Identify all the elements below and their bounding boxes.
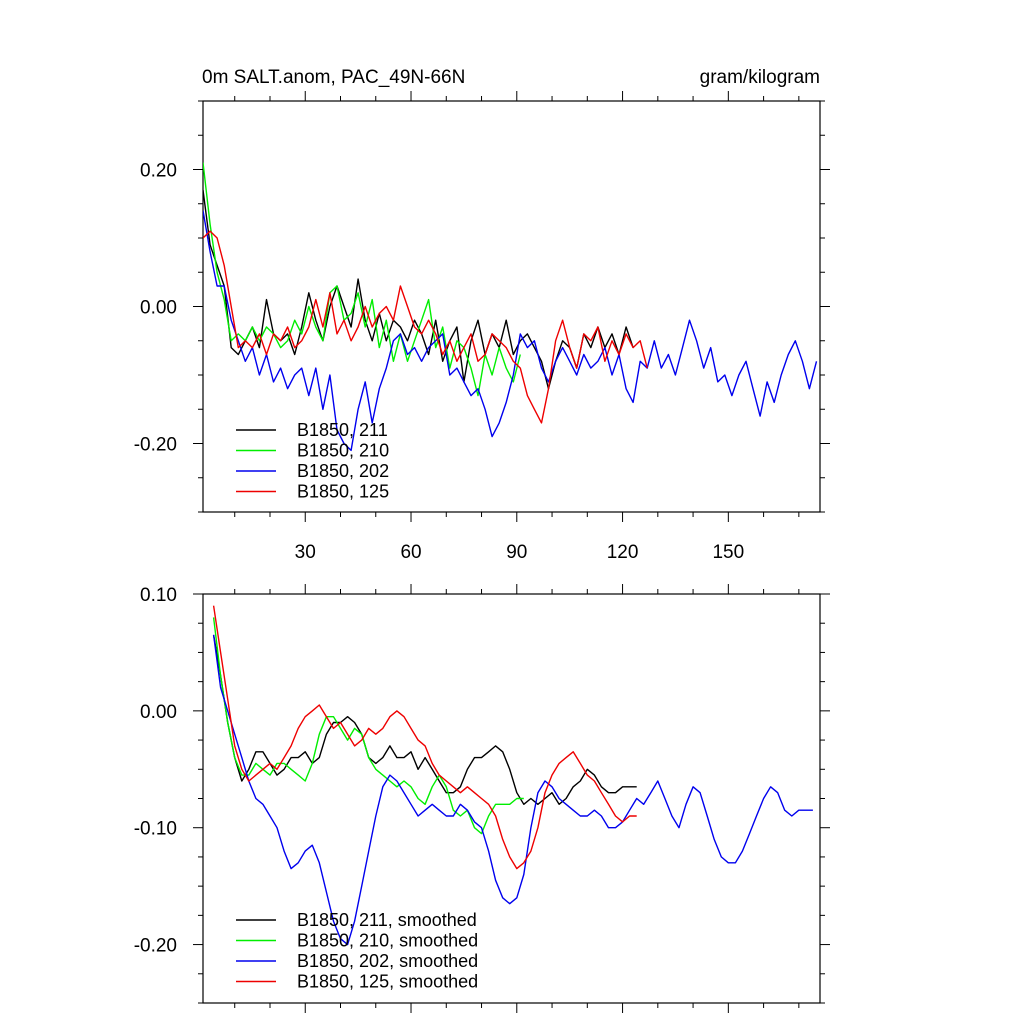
x-tick-label: 30 (295, 542, 316, 563)
x-tick-label: 90 (506, 542, 527, 563)
series-line (203, 162, 521, 397)
y-tick-label: 0.00 (140, 298, 177, 319)
plot-frame-1 (202, 593, 821, 1004)
y-tick-label: -0.10 (134, 819, 177, 840)
y-tick-label: 0.00 (140, 702, 177, 723)
panel-title-right: gram/kilogram (700, 67, 820, 88)
x-tick-label: 120 (607, 542, 639, 563)
panel-title-left: 0m SALT.anom, PAC_49N-66N (202, 67, 465, 88)
y-tick-label: 0.20 (140, 161, 177, 182)
legend-label: B1850, 202 (297, 461, 389, 481)
series-line (212, 634, 637, 805)
legend-label: B1850, 125, smoothed (297, 972, 478, 992)
legend-label: B1850, 210 (297, 441, 389, 461)
x-tick-label: 150 (712, 542, 744, 563)
y-tick-label: -0.20 (134, 435, 177, 456)
y-tick-label: -0.20 (134, 936, 177, 957)
legend-label: B1850, 211, smoothed (297, 910, 477, 930)
legend-label: B1850, 202, smoothed (297, 951, 478, 971)
y-tick-label: 0.10 (140, 585, 177, 606)
series-line (203, 230, 648, 424)
series-line (212, 617, 524, 835)
series-line (212, 634, 813, 946)
series-line (212, 605, 637, 870)
legend-label: B1850, 210, smoothed (297, 931, 478, 951)
x-tick-label: 60 (400, 542, 421, 563)
legend-label: B1850, 125 (297, 482, 389, 502)
legend-label: B1850, 211 (297, 420, 388, 440)
series-line (203, 210, 818, 452)
plot-frame-0 (202, 100, 821, 513)
